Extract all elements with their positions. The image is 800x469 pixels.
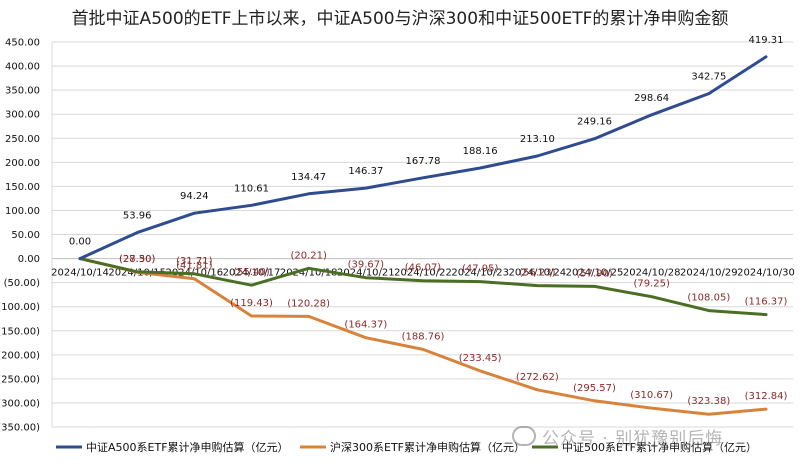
y-tick-label: (250.00) (0, 374, 40, 385)
x-tick-label: 2024/10/22 (394, 268, 452, 279)
data-label: (310.67) (630, 390, 673, 401)
y-axis-ticks: 450.00 400.00 350.00 300.00 250.00 200.00 150.… (0, 38, 40, 434)
legend-label: 沪深300系ETF累计净申购估算（亿元） (330, 440, 525, 454)
data-label: (47.95) (462, 264, 499, 275)
data-label: (20.21) (290, 250, 327, 261)
watermark-text: 公众号 · 别犹豫别后悔 (542, 429, 724, 449)
y-tick-label: (100.00) (0, 302, 40, 313)
data-label: (55.40) (233, 267, 270, 278)
data-label: 134.47 (291, 172, 326, 183)
grid-lines (51, 41, 793, 428)
x-tick-label: 2024/10/29 (680, 268, 738, 279)
data-label: 249.16 (577, 117, 612, 128)
data-label: 167.78 (406, 156, 441, 167)
data-label: (164.37) (344, 320, 387, 331)
data-label: (79.25) (633, 279, 670, 290)
legend: 中证A500系ETF累计净申购估算（亿元） 沪深300系ETF累计净申购估算（亿元… (56, 440, 757, 454)
legend-label: 中证500系ETF累计净申购估算（亿元） (562, 440, 757, 454)
data-label: (188.76) (402, 331, 445, 342)
data-label: (27.50) (119, 254, 156, 265)
wechat-icon (512, 426, 536, 446)
y-tick-label: 0.00 (18, 254, 40, 265)
x-tick-label: 2024/10/23 (451, 268, 509, 279)
data-label: 188.16 (463, 146, 498, 157)
series-line-2 (78, 257, 768, 317)
data-label: 53.96 (123, 211, 152, 222)
data-label: (295.57) (573, 383, 616, 394)
y-tick-label: 450.00 (5, 38, 40, 49)
data-label: (41.81) (176, 261, 213, 272)
x-tick-label: 2024/10/21 (337, 268, 395, 279)
y-tick-label: 100.00 (5, 206, 40, 217)
data-label: 213.10 (520, 134, 555, 145)
x-tick-label: 2024/10/28 (623, 268, 681, 279)
chart-title: 首批中证A500的ETF上市以来，中证A500与沪深300和中证500ETF的累… (71, 9, 729, 29)
x-tick-label: 2024/10/25 (566, 268, 624, 279)
y-tick-label: 150.00 (5, 182, 40, 193)
y-tick-label: 400.00 (5, 62, 40, 73)
y-tick-label: 200.00 (5, 158, 40, 169)
x-tick-label: 2024/10/18 (280, 268, 338, 279)
y-tick-label: 50.00 (11, 230, 40, 241)
data-labels: 0.00 53.96 94.24 110.61 134.47 146.37 167.78 18… (69, 35, 788, 407)
data-label: 419.31 (749, 35, 784, 46)
y-tick-label: 250.00 (5, 134, 40, 145)
data-label: 146.37 (348, 166, 383, 177)
legend-label: 中证A500系ETF累计净申购估算（亿元） (86, 440, 289, 454)
y-tick-label: (300.00) (0, 398, 40, 409)
y-tick-label: (150.00) (0, 326, 40, 337)
x-tick-label: 2024/10/17 (223, 268, 281, 279)
series-line-1 (78, 257, 768, 416)
data-label: (56.23) (519, 268, 556, 279)
y-tick-label: (50.00) (4, 278, 41, 289)
data-label: (57.90) (576, 268, 613, 279)
data-label: (312.84) (745, 391, 788, 402)
data-label: (120.28) (287, 298, 330, 309)
x-tick-label: 2024/10/30 (737, 268, 795, 279)
data-label: (28.30) (119, 254, 156, 265)
data-label: (323.38) (687, 396, 730, 407)
data-label: (233.45) (459, 353, 502, 364)
y-tick-label: (200.00) (0, 350, 40, 361)
x-tick-label: 2024/10/14 (51, 268, 109, 279)
data-label: 342.75 (691, 72, 726, 83)
data-label: 0.00 (69, 237, 91, 248)
data-label: 298.64 (634, 93, 669, 104)
data-label: (116.37) (745, 297, 788, 308)
x-tick-label: 2024/10/24 (509, 268, 567, 279)
data-label: (272.62) (516, 372, 559, 383)
y-tick-label: 350.00 (5, 86, 40, 97)
series-lines (78, 55, 768, 416)
data-label: 110.61 (234, 183, 269, 194)
watermark: 公众号 · 别犹豫别后悔 (512, 424, 723, 449)
series-line-0 (78, 55, 768, 261)
data-label: 94.24 (180, 191, 209, 202)
y-tick-label: 300.00 (5, 110, 40, 121)
data-label: (39.67) (348, 260, 385, 271)
y-tick-label: (350.00) (0, 423, 40, 434)
data-label: (31.71) (176, 256, 213, 267)
data-label: (119.43) (230, 298, 273, 309)
data-label: (108.05) (687, 293, 730, 304)
data-label: (46.07) (405, 263, 442, 274)
